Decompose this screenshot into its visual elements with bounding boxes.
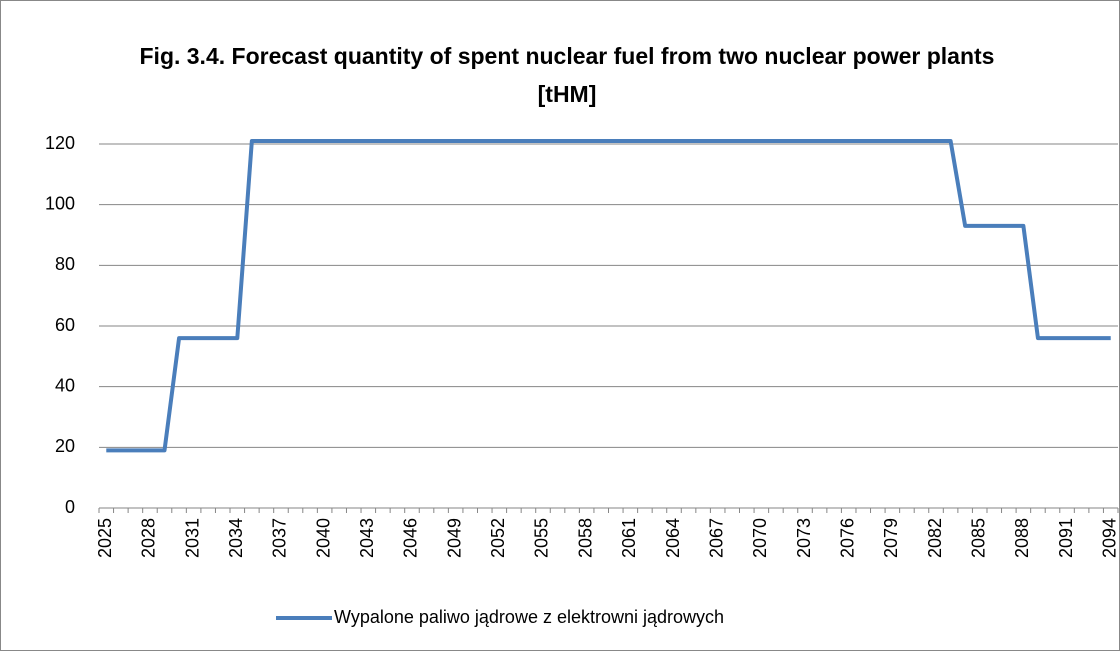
- x-tick-label: 2040: [313, 518, 333, 558]
- x-tick-label: 2085: [968, 518, 988, 558]
- y-tick-label: 80: [55, 254, 75, 274]
- x-tick-label: 2064: [663, 518, 683, 558]
- x-tick-label: 2052: [488, 518, 508, 558]
- x-tick-label: 2067: [706, 518, 726, 558]
- x-tick-label: 2046: [401, 518, 421, 558]
- x-tick-label: 2094: [1099, 518, 1119, 558]
- chart-title: Fig. 3.4. Forecast quantity of spent nuc…: [139, 43, 995, 107]
- x-tick-label: 2073: [794, 518, 814, 558]
- x-tick-label: 2091: [1056, 518, 1076, 558]
- y-tick-label: 60: [55, 315, 75, 335]
- x-tick-label: 2028: [139, 518, 159, 558]
- legend-label: Wypalone paliwo jądrowe z elektrowni jąd…: [334, 607, 724, 627]
- x-tick-label: 2043: [357, 518, 377, 558]
- x-tick-label: 2055: [532, 518, 552, 558]
- x-tick-label: 2061: [619, 518, 639, 558]
- x-tick-label: 2031: [182, 518, 202, 558]
- x-tick-label: 2076: [837, 518, 857, 558]
- x-tick-label: 2037: [270, 518, 290, 558]
- x-tick-label: 2058: [575, 518, 595, 558]
- x-tick-label: 2034: [226, 518, 246, 558]
- y-tick-label: 120: [45, 133, 75, 153]
- y-tick-label: 40: [55, 375, 75, 395]
- x-tick-label: 2079: [881, 518, 901, 558]
- y-tick-label: 0: [65, 497, 75, 517]
- x-tick-label: 2082: [925, 518, 945, 558]
- y-tick-label: 20: [55, 436, 75, 456]
- x-tick-label: 2049: [444, 518, 464, 558]
- x-tick-label: 2070: [750, 518, 770, 558]
- x-tick-label: 2025: [95, 518, 115, 558]
- y-tick-label: 100: [45, 193, 75, 213]
- data-line: [106, 138, 1111, 453]
- x-tick-label: 2088: [1012, 518, 1032, 558]
